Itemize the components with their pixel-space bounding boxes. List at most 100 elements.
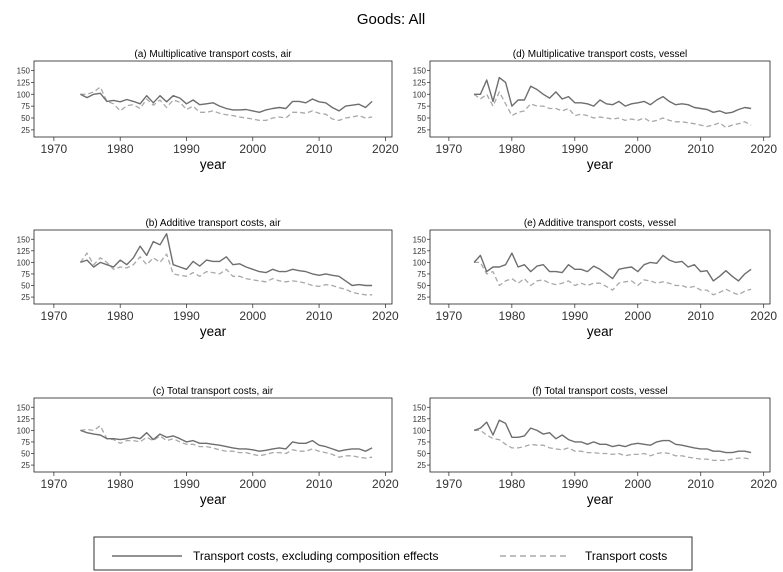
figure-title: Goods: All bbox=[357, 11, 425, 28]
y-tick-label: 150 bbox=[17, 403, 31, 412]
panel-title: (d) Multiplicative transport costs, vess… bbox=[513, 49, 688, 60]
series-line-transport-costs bbox=[79, 252, 373, 296]
x-axis-label: year bbox=[200, 157, 227, 172]
series-line-excluding-composition bbox=[474, 76, 752, 115]
x-tick-label: 1970 bbox=[436, 142, 463, 156]
y-tick-label: 75 bbox=[21, 270, 30, 279]
panel-2: (b) Additive transport costs, air 25 50 75 1… bbox=[17, 218, 399, 339]
series-line-excluding-composition bbox=[80, 429, 373, 452]
x-axis-label: year bbox=[587, 324, 614, 339]
y-tick-label: 50 bbox=[417, 282, 426, 291]
legend-label-excluding-composition: Transport costs, excluding composition e… bbox=[193, 549, 438, 563]
x-tick-label: 1970 bbox=[41, 477, 68, 491]
x-tick-label: 2000 bbox=[239, 142, 266, 156]
x-tick-label: 2010 bbox=[306, 309, 333, 323]
panel-3: (e) Additive transport costs, vessel 25 50… bbox=[413, 218, 778, 339]
plot-frame bbox=[33, 229, 393, 305]
y-tick-label: 150 bbox=[413, 67, 427, 76]
x-tick-label: 2010 bbox=[306, 142, 333, 156]
plot-frame bbox=[429, 229, 771, 305]
x-tick-label: 1970 bbox=[41, 309, 68, 323]
series-line-excluding-composition bbox=[473, 252, 752, 282]
x-tick-label: 2000 bbox=[239, 477, 266, 491]
x-tick-label: 1990 bbox=[173, 477, 200, 491]
panel-1: (d) Multiplicative transport costs, vess… bbox=[413, 49, 778, 172]
x-axis-label: year bbox=[200, 492, 227, 507]
y-tick-label: 50 bbox=[21, 282, 30, 291]
x-tick-label: 2010 bbox=[306, 477, 333, 491]
panel-title: (a) Multiplicative transport costs, air bbox=[134, 49, 292, 60]
x-tick-label: 1990 bbox=[561, 477, 588, 491]
y-tick-label: 125 bbox=[413, 78, 427, 87]
x-tick-label: 2020 bbox=[750, 309, 777, 323]
y-tick-label: 75 bbox=[417, 270, 426, 279]
y-tick-label: 50 bbox=[417, 114, 426, 123]
x-tick-label: 1970 bbox=[436, 477, 463, 491]
legend-label-transport-costs: Transport costs bbox=[585, 549, 667, 563]
y-tick-label: 125 bbox=[17, 415, 31, 424]
x-axis-label: year bbox=[587, 492, 614, 507]
y-tick-label: 50 bbox=[417, 450, 426, 459]
y-tick-label: 100 bbox=[413, 90, 427, 99]
x-tick-label: 1980 bbox=[499, 142, 526, 156]
x-axis-label: year bbox=[200, 324, 227, 339]
y-tick-label: 25 bbox=[21, 126, 30, 135]
x-tick-label: 1970 bbox=[436, 309, 463, 323]
y-tick-label: 100 bbox=[413, 426, 427, 435]
x-tick-label: 1990 bbox=[173, 142, 200, 156]
x-tick-label: 2000 bbox=[624, 477, 651, 491]
y-tick-label: 75 bbox=[417, 102, 426, 111]
panel-4: (c) Total transport costs, air 25 50 75 100 1… bbox=[17, 386, 399, 507]
y-tick-label: 25 bbox=[417, 293, 426, 302]
y-tick-label: 150 bbox=[17, 235, 31, 244]
y-tick-label: 125 bbox=[17, 78, 31, 87]
series-line-excluding-composition bbox=[80, 232, 373, 287]
y-tick-label: 25 bbox=[21, 293, 30, 302]
panel-0: (a) Multiplicative transport costs, air 2… bbox=[17, 49, 399, 172]
y-tick-label: 75 bbox=[21, 102, 30, 111]
y-tick-label: 150 bbox=[17, 67, 31, 76]
x-tick-label: 2010 bbox=[687, 477, 714, 491]
x-tick-label: 1980 bbox=[107, 142, 134, 156]
panel-title: (f) Total transport costs, vessel bbox=[532, 386, 667, 397]
plot-frame bbox=[429, 60, 771, 138]
x-tick-label: 2010 bbox=[687, 142, 714, 156]
x-tick-label: 1980 bbox=[107, 477, 134, 491]
panels-container: (a) Multiplicative transport costs, air 2… bbox=[17, 49, 778, 507]
legend: Transport costs, excluding composition e… bbox=[93, 536, 693, 571]
panel-5: (f) Total transport costs, vessel 25 50 75 1… bbox=[413, 386, 778, 507]
panel-title: (c) Total transport costs, air bbox=[153, 386, 274, 397]
panel-title: (b) Additive transport costs, air bbox=[145, 218, 281, 229]
series-line-excluding-composition bbox=[473, 419, 752, 454]
x-tick-label: 1990 bbox=[561, 309, 588, 323]
x-tick-label: 2020 bbox=[372, 477, 399, 491]
y-tick-label: 50 bbox=[21, 114, 30, 123]
x-tick-label: 2010 bbox=[687, 309, 714, 323]
x-tick-label: 1990 bbox=[173, 309, 200, 323]
series-line-excluding-composition bbox=[80, 92, 373, 114]
y-tick-label: 150 bbox=[413, 235, 427, 244]
plot-frame bbox=[429, 397, 771, 473]
plot-frame bbox=[33, 397, 393, 473]
x-tick-label: 2020 bbox=[372, 309, 399, 323]
x-tick-label: 2000 bbox=[624, 142, 651, 156]
y-tick-label: 50 bbox=[21, 450, 30, 459]
y-tick-label: 25 bbox=[417, 461, 426, 470]
panel-title: (e) Additive transport costs, vessel bbox=[524, 218, 676, 229]
x-tick-label: 2000 bbox=[239, 309, 266, 323]
series-line-transport-costs bbox=[80, 86, 373, 122]
x-tick-label: 2020 bbox=[372, 142, 399, 156]
y-tick-label: 125 bbox=[413, 415, 427, 424]
x-tick-label: 2000 bbox=[624, 309, 651, 323]
y-tick-label: 75 bbox=[21, 438, 30, 447]
x-tick-label: 1980 bbox=[499, 309, 526, 323]
x-axis-label: year bbox=[587, 157, 614, 172]
y-tick-label: 25 bbox=[21, 461, 30, 470]
y-tick-label: 75 bbox=[417, 438, 426, 447]
x-tick-label: 1980 bbox=[499, 477, 526, 491]
series-line-transport-costs bbox=[474, 429, 752, 462]
x-tick-label: 2020 bbox=[750, 142, 777, 156]
y-tick-label: 100 bbox=[17, 90, 31, 99]
y-tick-label: 150 bbox=[413, 403, 427, 412]
